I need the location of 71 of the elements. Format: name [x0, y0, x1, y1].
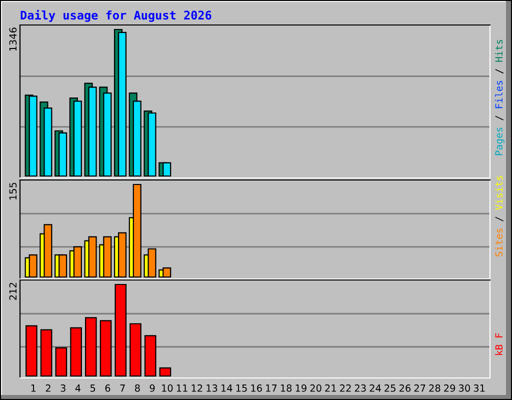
text: /	[495, 116, 504, 120]
bar	[132, 184, 142, 278]
bar	[58, 132, 68, 177]
bar	[73, 246, 82, 278]
bar	[118, 32, 127, 177]
x-tick-label: 5	[90, 384, 96, 392]
x-tick-label: 9	[150, 384, 155, 392]
x-tick-label: 4	[75, 384, 81, 392]
x-tick-label: 22	[340, 384, 351, 392]
text: Visits	[495, 176, 503, 210]
bar	[159, 367, 172, 377]
x-tick-label: 15	[236, 384, 247, 392]
x-tick-label: 8	[134, 384, 140, 392]
x-tick-label: 13	[206, 384, 218, 392]
x-tick-label: 18	[280, 384, 292, 392]
x-tick-label: 28	[429, 384, 440, 392]
bar	[88, 86, 97, 177]
bar	[44, 224, 52, 278]
x-tick-label: 25	[384, 384, 396, 392]
bar	[130, 323, 142, 377]
bar	[73, 100, 82, 177]
text: 212	[9, 282, 16, 300]
bar	[148, 112, 156, 177]
x-tick-label: 16	[251, 384, 262, 392]
x-tick-label: 29	[444, 384, 456, 392]
bar	[40, 329, 52, 377]
bar	[88, 236, 97, 278]
text: kB F	[495, 333, 502, 355]
text: /	[495, 68, 504, 74]
x-tick-label: 27	[414, 384, 426, 392]
bar	[118, 232, 127, 278]
bar	[26, 325, 38, 377]
x-tick-label: 21	[325, 384, 336, 392]
x-tick-label: 20	[310, 384, 322, 392]
bar	[148, 248, 156, 278]
chart-title: Daily usage for August 2026	[20, 10, 212, 22]
x-tick-label: 14	[221, 384, 232, 392]
x-tick-label: 30	[458, 384, 470, 392]
legend-label: Files	[495, 80, 503, 108]
x-tick-label: 10	[162, 384, 173, 392]
bar	[28, 254, 38, 278]
bar	[100, 320, 112, 377]
text: /	[495, 216, 504, 222]
bar	[103, 236, 112, 278]
x-tick-label: 26	[400, 384, 411, 392]
x-tick-label: 11	[176, 384, 188, 392]
x-tick-label: 7	[120, 384, 125, 392]
x-tick-label: 6	[105, 384, 110, 392]
text: 155	[9, 182, 17, 200]
bar	[144, 335, 156, 377]
x-tick-label: 31	[474, 384, 485, 392]
bar	[84, 317, 97, 377]
text: Pages	[495, 128, 504, 156]
x-tick-label: 1	[31, 384, 36, 392]
bar	[28, 96, 38, 177]
x-tick-label: 2	[46, 384, 50, 392]
x-tick-label: 17	[266, 384, 277, 392]
x-tick-label: 19	[296, 384, 306, 392]
x-tick-label: 24	[370, 384, 381, 392]
bar	[58, 254, 68, 278]
bar	[162, 267, 172, 278]
bar	[162, 162, 172, 177]
x-tick-label: 3	[60, 384, 66, 392]
bar	[70, 327, 82, 377]
x-tick-label: 23	[354, 384, 366, 392]
bar	[114, 284, 127, 377]
text: 1346	[9, 28, 17, 51]
bar	[55, 347, 68, 377]
text: Hits	[495, 40, 503, 62]
x-tick-label: 12	[192, 384, 202, 392]
text: Sites	[495, 228, 503, 256]
